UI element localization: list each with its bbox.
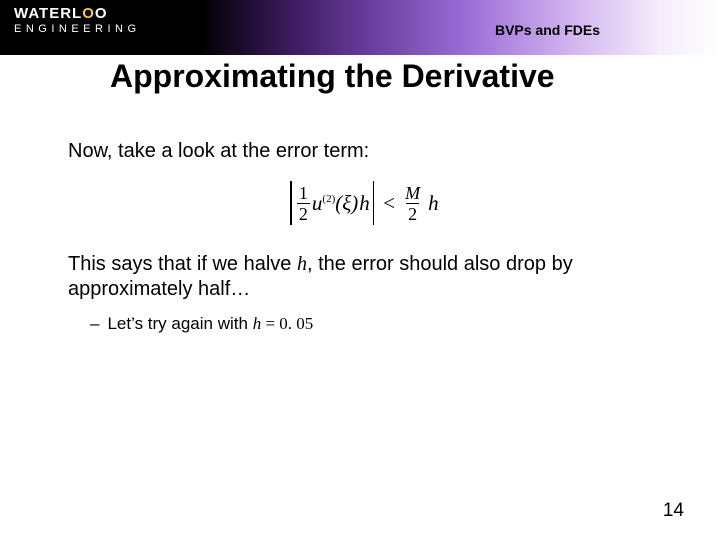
logo-text-post: O (95, 5, 108, 22)
logo-text-gold-o: O (82, 5, 95, 22)
u-superscript: (2) (322, 193, 335, 205)
open-paren: ( (335, 191, 342, 216)
close-paren: ) (351, 191, 358, 216)
abs-bar-left (290, 181, 292, 225)
slide-body: Now, take a look at the error term: 1 2 … (68, 140, 658, 334)
chapter-label: BVPs and FDEs (495, 22, 600, 38)
slide-title: Approximating the Derivative (110, 58, 555, 95)
logo-wordmark-top: WATERLOO (14, 6, 141, 21)
h-symbol-left: h (359, 191, 370, 216)
para2-h-italic: h (297, 253, 307, 275)
error-term-formula: 1 2 u(2)(ξ)h < M 2 h (287, 181, 438, 225)
frac-den: 2 (297, 203, 310, 223)
frac-num: 1 (297, 184, 310, 203)
waterloo-logo: WATERLOO ENGINEERING (14, 6, 141, 36)
xi-symbol: ξ (342, 191, 351, 216)
slide-header: WATERLOO ENGINEERING BVPs and FDEs (0, 0, 720, 55)
frac-m-num: M (403, 184, 422, 203)
formula-container: 1 2 u(2)(ξ)h < M 2 h (68, 181, 658, 230)
u-symbol: u (312, 191, 323, 216)
bullet-text-a: Let’s try again with (107, 314, 252, 333)
slide-number: 14 (663, 500, 684, 522)
intro-paragraph: Now, take a look at the error term: (68, 140, 658, 163)
bullet-value: 0. 05 (279, 314, 313, 333)
fraction-one-half: 1 2 (297, 184, 310, 223)
bullet-h-italic: h (253, 314, 262, 333)
logo-text-pre: WATERL (14, 5, 82, 22)
abs-bar-right (373, 181, 375, 225)
u-term: u(2)(ξ)h (312, 191, 370, 216)
para2-part-a: This says that if we halve (68, 253, 297, 275)
explanation-paragraph: This says that if we halve h, the error … (68, 252, 658, 302)
less-than-symbol: < (383, 191, 395, 216)
logo-wordmark-bottom: ENGINEERING (14, 23, 141, 36)
bullet-dash: – (90, 314, 99, 333)
h-symbol-right: h (428, 191, 439, 216)
fraction-m-over-2: M 2 (403, 184, 422, 223)
bullet-equals: = (261, 314, 279, 333)
frac-m-den: 2 (406, 203, 419, 223)
bullet-line: –Let’s try again with h = 0. 05 (90, 314, 658, 334)
